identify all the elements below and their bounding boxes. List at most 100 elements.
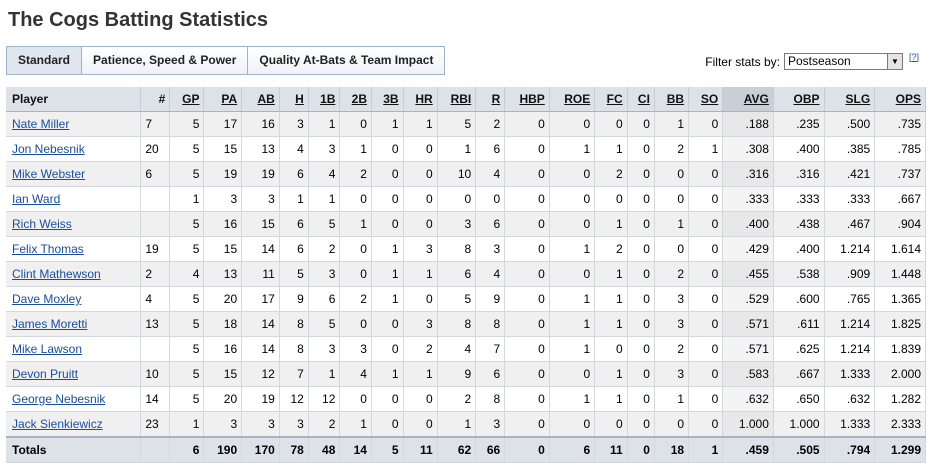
column-header-so[interactable]: SO [688,87,724,112]
player-link[interactable]: Ian Ward [12,192,61,206]
stat-cell-2b: 1 [339,136,372,162]
stat-cell-ops: 1.282 [874,386,926,412]
stat-cell-bb: 0 [654,161,690,187]
stat-cell-h: 4 [279,136,309,162]
stat-cell-fc: 1 [594,311,628,337]
tab-patience-speed-power[interactable]: Patience, Speed & Power [82,46,249,75]
player-link[interactable]: Dave Moxley [12,292,82,306]
column-header-3b[interactable]: 3B [371,87,404,112]
jersey-number-cell: 4 [140,286,171,312]
stat-cell-gp: 5 [169,136,205,162]
stat-cell-fc: 1 [594,136,628,162]
stat-cell-ops: 1.825 [874,311,926,337]
stat-cell-avg: .529 [722,286,774,312]
stat-cell-hbp: 0 [504,111,550,137]
column-header-hbp[interactable]: HBP [504,87,550,112]
stat-cell-ops: 2.333 [874,411,926,438]
stat-cell-bb: 3 [654,311,690,337]
stat-cell-ci: 0 [627,361,655,387]
stat-cell-hr: 3 [403,311,438,337]
stat-cell-obp: .611 [773,311,825,337]
stat-cell-ci: 0 [627,236,655,262]
help-link[interactable]: [?] [908,51,919,62]
column-header-roe[interactable]: ROE [549,87,596,112]
tab-quality-at-bats[interactable]: Quality At-Bats & Team Impact [248,46,446,75]
column-header-ab[interactable]: AB [241,87,280,112]
stat-cell-gp: 5 [169,161,205,187]
tab-standard[interactable]: Standard [6,46,83,75]
stat-cell-gp: 5 [169,211,205,237]
stat-cell-r: 3 [475,236,506,262]
stat-cell-gp: 1 [169,186,205,212]
table-header-row: Player # GP PA AB H 1B 2B 3B HR RBI R HBP ROE FC CI BB SO… [6,87,926,112]
stat-cell-rbi: 1 [437,136,477,162]
stat-cell-hr: 0 [403,411,438,438]
column-header-fc[interactable]: FC [594,87,628,112]
player-name-cell: Jack Sienkiewicz [6,411,142,438]
stat-cell-hbp: 0 [504,386,550,412]
stat-cell-ops: 1.365 [874,286,926,312]
stat-cell-avg: .333 [722,186,774,212]
column-header-gp[interactable]: GP [169,87,205,112]
player-link[interactable]: Nate Miller [12,117,70,131]
jersey-number-cell: 14 [140,386,171,412]
player-link[interactable]: James Moretti [12,317,88,331]
player-link[interactable]: Jon Nebesnik [12,142,85,156]
column-header-slg[interactable]: SLG [824,87,876,112]
column-header-ci[interactable]: CI [627,87,655,112]
column-header-obp[interactable]: OBP [773,87,825,112]
player-link[interactable]: George Nebesnik [12,392,106,406]
stat-cell-fc: 1 [594,361,628,387]
player-link[interactable]: Mike Lawson [12,342,83,356]
column-header-2b[interactable]: 2B [339,87,372,112]
stat-cell-roe: 0 [549,186,596,212]
total-cell-so: 1 [688,436,724,463]
stat-cell-1b: 3 [308,336,341,362]
stat-cell-3b: 1 [371,361,404,387]
stat-cell-so: 1 [688,136,724,162]
column-header-hr[interactable]: HR [403,87,438,112]
stat-cell-so: 0 [688,311,724,337]
column-header-pa[interactable]: PA [203,87,243,112]
player-link[interactable]: Devon Pruitt [12,367,79,381]
stat-cell-pa: 18 [203,311,243,337]
player-link[interactable]: Rich Weiss [12,217,72,231]
stat-cell-gp: 5 [169,361,205,387]
column-header-ops[interactable]: OPS [874,87,926,112]
stat-cell-1b: 1 [308,361,341,387]
stat-cell-h: 6 [279,236,309,262]
total-cell-fc: 11 [594,436,628,463]
stat-cell-ci: 0 [627,386,655,412]
player-link[interactable]: Felix Thomas [12,242,84,256]
stat-cell-ops: 2.000 [874,361,926,387]
column-header-bb[interactable]: BB [654,87,690,112]
stat-cell-ops: 1.839 [874,336,926,362]
column-header-1b[interactable]: 1B [308,87,341,112]
stat-cell-bb: 1 [654,211,690,237]
column-header-rbi[interactable]: RBI [437,87,477,112]
column-header-r[interactable]: R [475,87,506,112]
jersey-number-cell: 20 [140,136,171,162]
player-link[interactable]: Jack Sienkiewicz [12,417,103,431]
stat-cell-roe: 0 [549,261,596,287]
column-header-avg[interactable]: AVG [722,87,774,112]
stat-cell-hbp: 0 [504,186,550,212]
stat-cell-rbi: 8 [437,236,477,262]
total-cell-h: 78 [279,436,309,463]
column-header-h[interactable]: H [279,87,309,112]
stat-cell-pa: 17 [203,111,243,137]
stat-cell-ci: 0 [627,311,655,337]
stat-cell-hbp: 0 [504,286,550,312]
filter-select[interactable]: Postseason ▼ [783,53,903,70]
player-link[interactable]: Clint Mathewson [12,267,101,281]
stat-cell-ab: 13 [241,136,280,162]
stat-cell-ab: 11 [241,261,280,287]
stat-cell-slg: .765 [824,286,876,312]
filter-select-value: Postseason [787,54,851,68]
stat-cell-slg: 1.333 [824,361,876,387]
player-link[interactable]: Mike Webster [12,167,86,181]
stat-cell-ab: 12 [241,361,280,387]
dropdown-arrow-icon[interactable]: ▼ [886,54,902,69]
stat-cell-r: 4 [475,161,506,187]
player-name-cell: Devon Pruitt [6,361,142,387]
